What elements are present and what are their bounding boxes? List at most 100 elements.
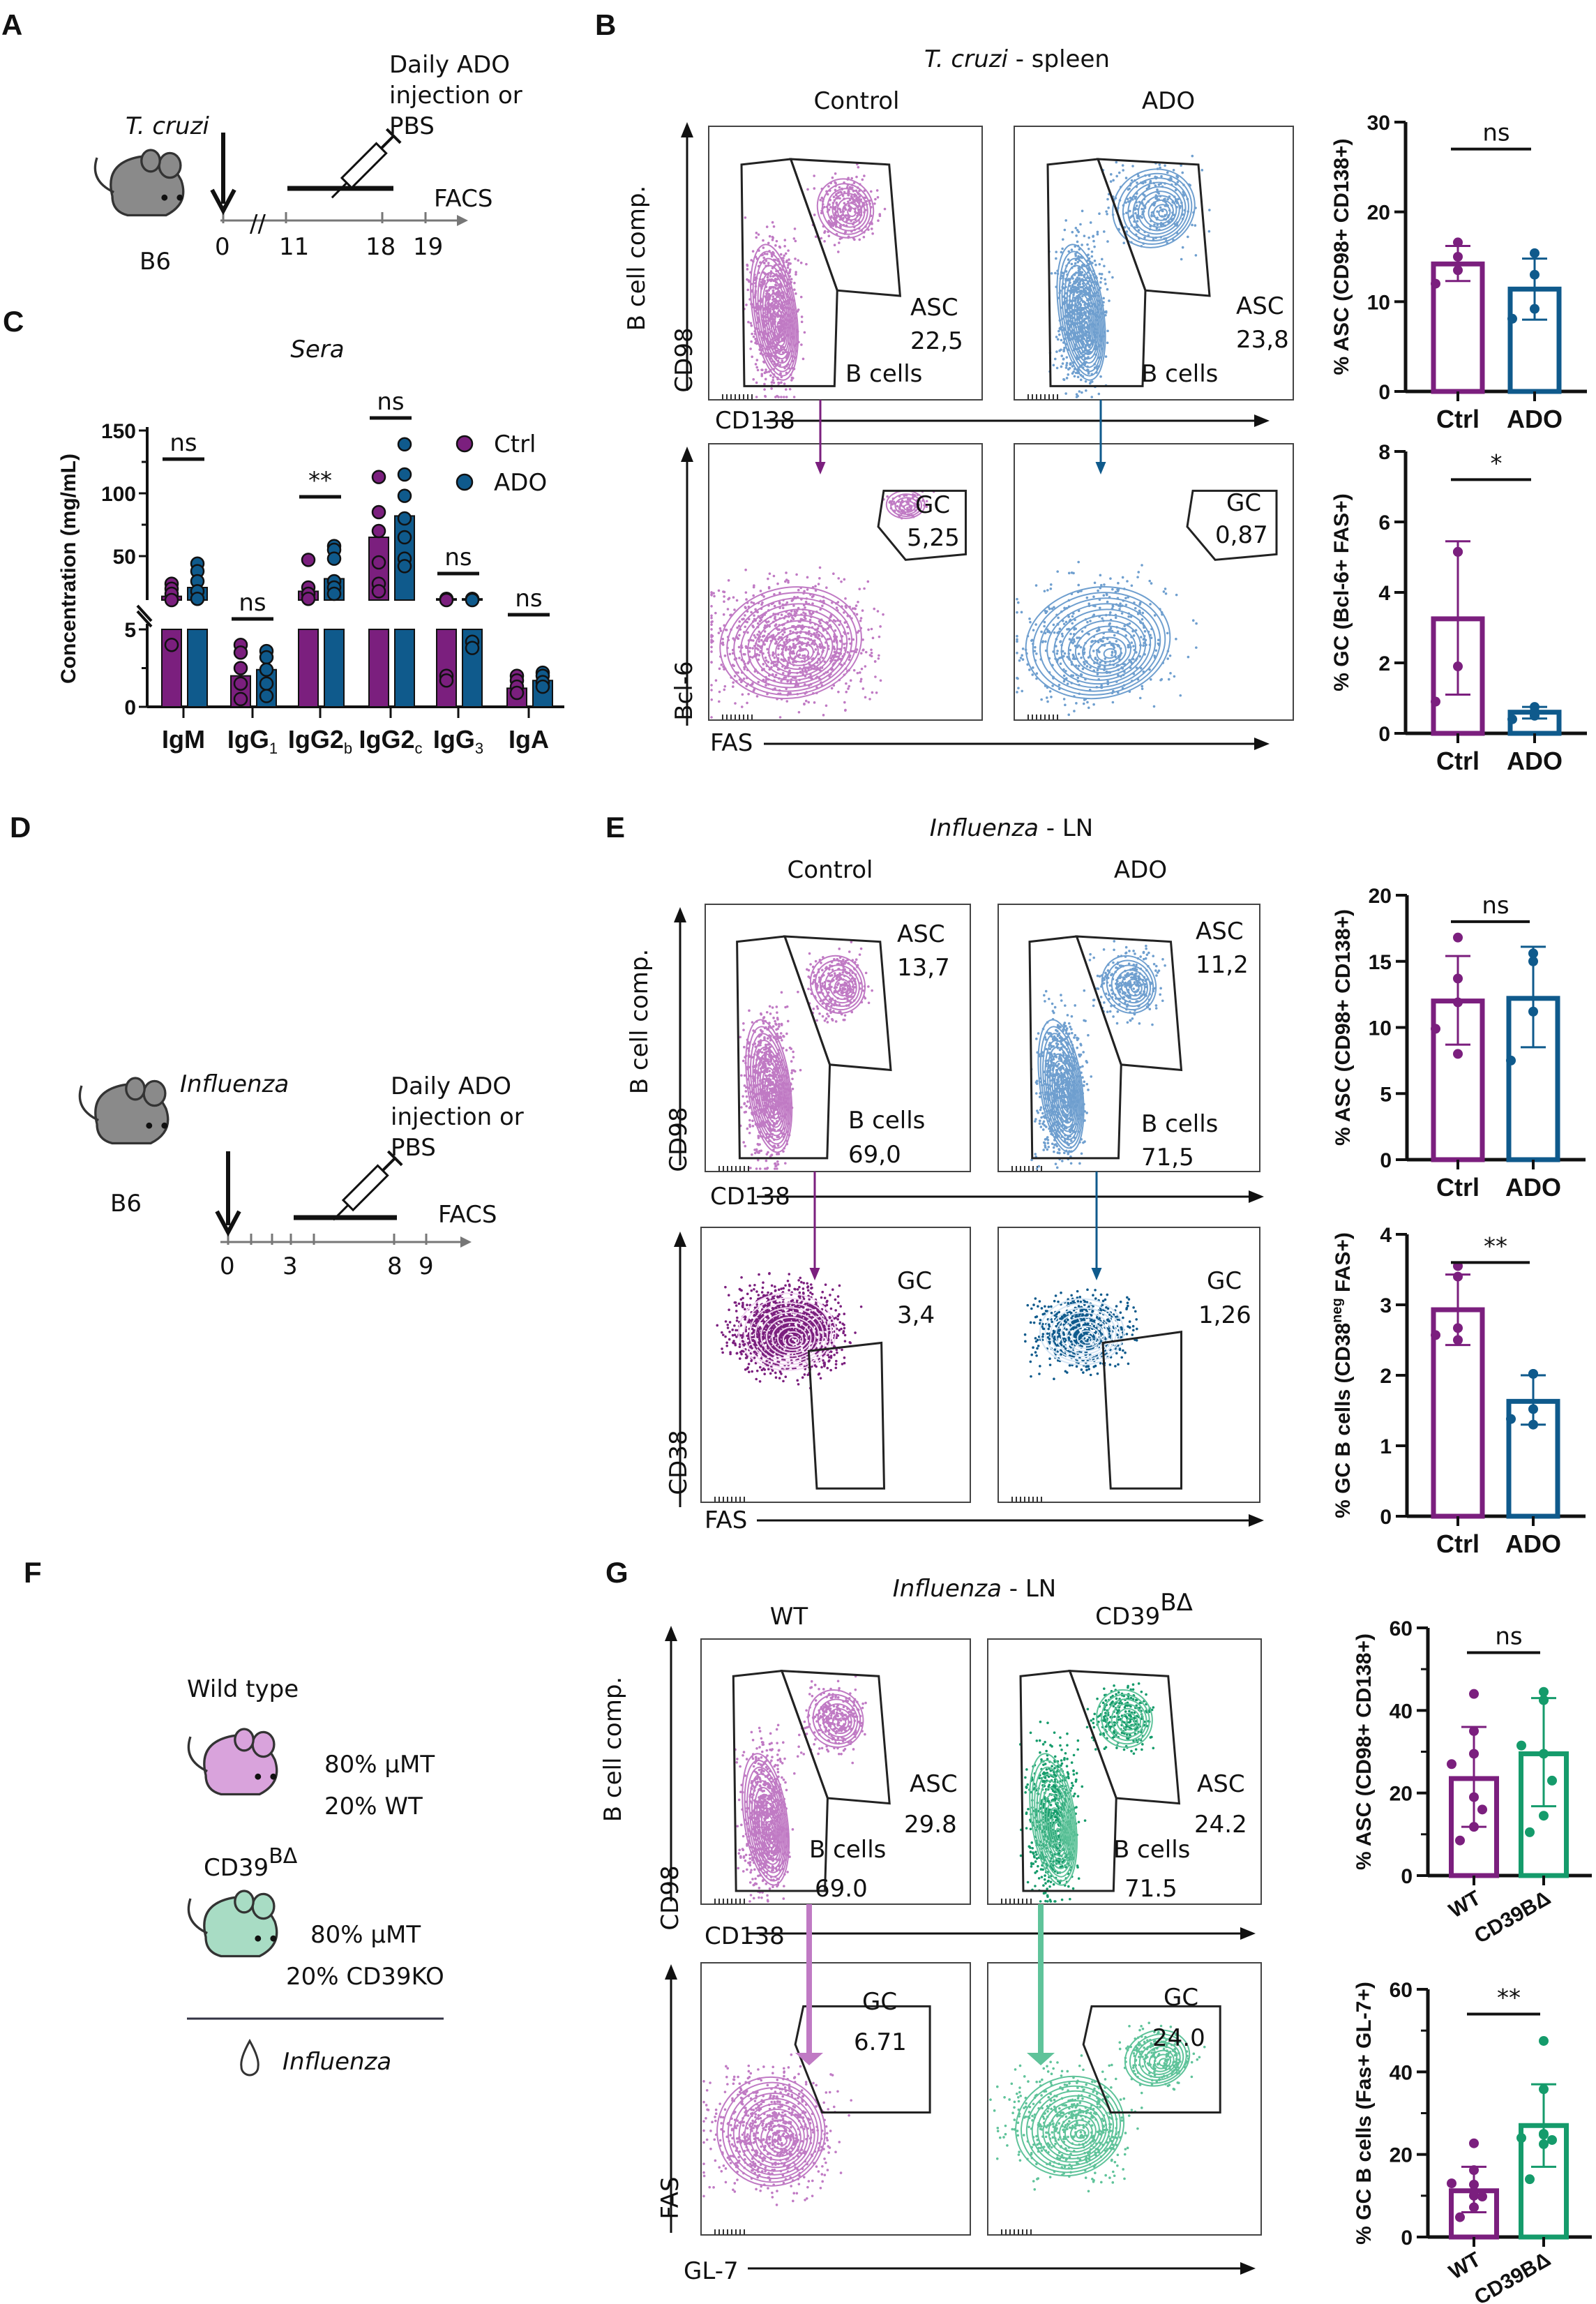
event-dot (822, 205, 826, 209)
event-dot (1121, 164, 1124, 167)
event-dot (1092, 239, 1095, 243)
event-dot (1034, 645, 1037, 649)
event-dot (807, 968, 811, 972)
event-dot (751, 250, 755, 253)
event-dot (1062, 674, 1066, 678)
event-dot (1098, 262, 1101, 266)
event-dot (1043, 994, 1046, 997)
event-dot (793, 288, 796, 291)
event-dot (1041, 640, 1045, 643)
event-dot (738, 657, 741, 659)
event-dot (769, 1012, 772, 1015)
event-dot (1081, 630, 1084, 633)
event-dot (1142, 644, 1145, 647)
event-dot (861, 609, 864, 612)
event-dot (1031, 673, 1034, 676)
event-dot (763, 382, 766, 386)
event-dot (1156, 210, 1159, 213)
event-dot (1092, 595, 1095, 599)
event-dot (1074, 1033, 1077, 1037)
event-dot (862, 235, 866, 239)
event-dot (1120, 612, 1124, 615)
event-dot (1028, 618, 1031, 620)
event-dot (1111, 588, 1114, 591)
event-dot (1039, 1125, 1043, 1128)
event-dot (772, 1017, 775, 1019)
event-dot (786, 266, 790, 269)
mouse-eye (146, 1122, 153, 1129)
event-dot (1078, 390, 1081, 393)
event-dot (784, 388, 788, 391)
event-dot (843, 701, 846, 704)
event-dot (873, 660, 877, 663)
mouse-ear (142, 1079, 167, 1107)
event-dot (1063, 228, 1067, 232)
event-dot (759, 590, 762, 592)
event-dot (749, 1167, 752, 1169)
event-dot (835, 201, 838, 204)
event-dot (1090, 396, 1094, 398)
event-dot (841, 194, 845, 197)
event-dot (776, 315, 779, 318)
event-dot (758, 1149, 761, 1153)
event-dot (767, 1063, 771, 1066)
event-dot (1172, 168, 1175, 172)
event-dot (1071, 230, 1074, 234)
event-dot (747, 320, 750, 324)
event-dot (710, 645, 713, 649)
mouse-icon (78, 1077, 170, 1145)
event-dot (785, 648, 788, 650)
event-dot (809, 963, 812, 966)
event-dot (771, 239, 774, 241)
event-dot (755, 695, 759, 698)
density-contour (750, 244, 799, 381)
event-dot (859, 619, 862, 622)
event-dot (710, 594, 713, 597)
event-dot (855, 958, 858, 962)
event-dot (1150, 211, 1154, 214)
event-dot (788, 387, 792, 391)
event-dot (783, 631, 786, 634)
event-dot (867, 1001, 871, 1005)
event-dot (1086, 701, 1089, 704)
event-dot (1060, 348, 1062, 352)
event-dot (737, 637, 740, 641)
event-dot (1056, 650, 1059, 652)
event-dot (789, 262, 792, 265)
event-dot (767, 262, 770, 264)
density-contour (774, 314, 784, 338)
event-dot (770, 381, 774, 384)
event-dot (1061, 362, 1064, 365)
event-dot (710, 661, 713, 664)
event-dot (778, 382, 781, 384)
event-dot (769, 275, 772, 278)
event-dot (1164, 592, 1168, 595)
event-dot (1076, 276, 1079, 279)
event-dot (819, 622, 822, 625)
event-dot (1034, 1153, 1037, 1155)
event-dot (1016, 597, 1018, 601)
event-dot (722, 613, 725, 616)
event-dot (1113, 634, 1116, 637)
event-dot (1071, 277, 1074, 280)
event-dot (792, 652, 795, 655)
event-dot (776, 1144, 780, 1147)
event-dot (731, 685, 735, 688)
event-dot (765, 253, 769, 255)
event-dot (878, 635, 881, 638)
event-dot (800, 343, 803, 346)
event-dot (792, 1056, 795, 1059)
event-dot (784, 252, 788, 255)
event-dot (1041, 1128, 1045, 1131)
event-dot (1077, 664, 1081, 668)
event-dot (856, 671, 859, 675)
event-dot (795, 273, 797, 276)
event-dot (710, 716, 713, 719)
mouse-tail (187, 1898, 208, 1934)
mouse-tail (187, 1736, 208, 1772)
event-dot (795, 573, 798, 576)
density-contour (760, 271, 793, 364)
event-dot (814, 235, 818, 239)
event-dot (834, 211, 837, 214)
event-dot (787, 659, 790, 661)
